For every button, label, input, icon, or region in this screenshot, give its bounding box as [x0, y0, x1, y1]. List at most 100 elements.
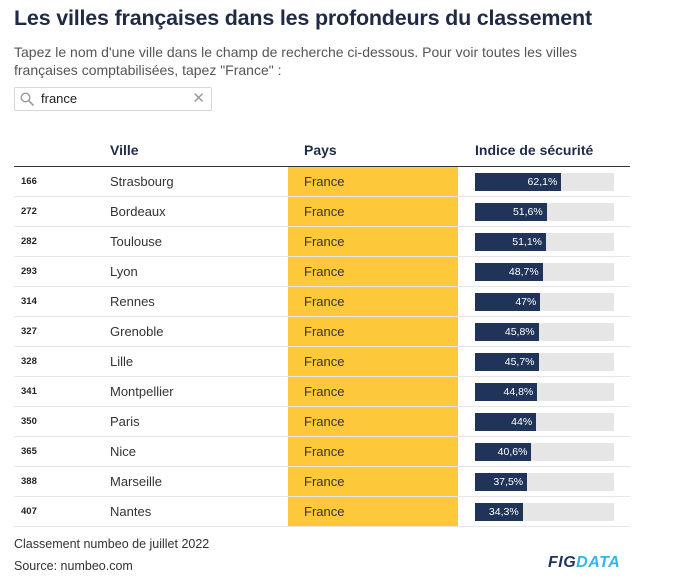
safety-bar: 37,5% — [475, 473, 528, 491]
country-cell: France — [288, 377, 458, 406]
safety-bar-track: 45,7% — [475, 353, 614, 371]
country-cell: France — [288, 317, 458, 346]
safety-bar: 51,6% — [475, 203, 547, 221]
safety-bar: 34,3% — [475, 503, 523, 521]
table-row: 341 Montpellier France 44,8% — [14, 377, 630, 407]
table-row: 293 Lyon France 48,7% — [14, 257, 630, 287]
table-row: 350 Paris France 44% — [14, 407, 630, 437]
country-label: France — [304, 384, 345, 399]
safety-bar-track: 37,5% — [475, 473, 614, 491]
rank-cell: 293 — [21, 266, 37, 277]
safety-bar-track: 40,6% — [475, 443, 614, 461]
ranking-table: Ville Pays Indice de sécurité 166 Strasbo… — [14, 137, 630, 527]
rank-cell: 327 — [21, 326, 37, 337]
safety-bar: 45,7% — [475, 353, 539, 371]
safety-bar: 51,1% — [475, 233, 547, 251]
column-header-city[interactable]: Ville — [110, 142, 139, 158]
table-row: 282 Toulouse France 51,1% — [14, 227, 630, 257]
rank-cell: 388 — [21, 476, 37, 487]
city-cell: Montpellier — [110, 384, 174, 399]
safety-bar-track: 45,8% — [475, 323, 614, 341]
safety-bar-track: 48,7% — [475, 263, 614, 281]
column-header-index[interactable]: Indice de sécurité — [475, 142, 594, 158]
country-cell: France — [288, 347, 458, 376]
safety-value-label: 47% — [515, 296, 537, 308]
safety-bar-track: 51,1% — [475, 233, 614, 251]
footer-note: Classement numbeo de juillet 2022 — [14, 537, 210, 551]
country-label: France — [304, 414, 345, 429]
table-row: 407 Nantes France 34,3% — [14, 497, 630, 527]
table-row: 272 Bordeaux France 51,6% — [14, 197, 630, 227]
city-cell: Marseille — [110, 474, 163, 489]
city-cell: Bordeaux — [110, 204, 166, 219]
safety-bar-track: 47% — [475, 293, 614, 311]
safety-value-label: 51,6% — [512, 206, 543, 218]
country-cell: France — [288, 467, 458, 496]
table-header: Ville Pays Indice de sécurité — [14, 137, 630, 167]
country-cell: France — [288, 197, 458, 226]
country-label: France — [304, 174, 345, 189]
figdata-logo: FIGDATA — [548, 554, 620, 572]
table-row: 388 Marseille France 37,5% — [14, 467, 630, 497]
safety-bar-track: 51,6% — [475, 203, 614, 221]
safety-value-label: 62,1% — [527, 176, 558, 188]
city-cell: Strasbourg — [110, 174, 174, 189]
table-row: 328 Lille France 45,7% — [14, 347, 630, 377]
safety-bar: 40,6% — [475, 443, 532, 461]
rank-cell: 328 — [21, 356, 37, 367]
city-cell: Nice — [110, 444, 137, 459]
search-value[interactable]: france — [41, 91, 78, 106]
page-subtitle: Tapez le nom d'une ville dans le champ d… — [14, 44, 577, 78]
logo-fig: FIG — [548, 554, 577, 571]
rank-cell: 272 — [21, 206, 37, 217]
country-label: France — [304, 474, 345, 489]
safety-bar-track: 44,8% — [475, 383, 614, 401]
country-cell: France — [288, 257, 458, 286]
rank-cell: 166 — [21, 176, 37, 187]
safety-value-label: 37,5% — [493, 476, 524, 488]
country-cell: France — [288, 227, 458, 256]
table-row: 166 Strasbourg France 62,1% — [14, 167, 630, 197]
city-cell: Nantes — [110, 504, 152, 519]
safety-bar: 62,1% — [475, 173, 562, 191]
city-cell: Lyon — [110, 264, 138, 279]
country-cell: France — [288, 407, 458, 436]
country-label: France — [304, 294, 345, 309]
footer-source: Source: numbeo.com — [14, 559, 133, 573]
city-cell: Rennes — [110, 294, 155, 309]
country-label: France — [304, 234, 345, 249]
safety-bar-track: 62,1% — [475, 173, 614, 191]
country-cell: France — [288, 167, 458, 196]
safety-value-label: 44% — [511, 416, 533, 428]
safety-value-label: 44,8% — [503, 386, 534, 398]
city-cell: Toulouse — [110, 234, 163, 249]
city-cell: Grenoble — [110, 324, 164, 339]
safety-value-label: 34,3% — [488, 506, 519, 518]
country-cell: France — [288, 497, 458, 526]
logo-data: DATA — [576, 554, 621, 571]
safety-bar: 48,7% — [475, 263, 543, 281]
search-input[interactable]: france ✕ — [14, 87, 212, 111]
rank-cell: 282 — [21, 236, 37, 247]
rank-cell: 341 — [21, 386, 37, 397]
safety-value-label: 45,8% — [504, 326, 535, 338]
safety-value-label: 40,6% — [497, 446, 528, 458]
country-cell: France — [288, 437, 458, 466]
safety-bar: 45,8% — [475, 323, 539, 341]
close-icon[interactable]: ✕ — [192, 90, 205, 107]
safety-bar: 44% — [475, 413, 537, 431]
country-cell: France — [288, 287, 458, 316]
safety-value-label: 51,1% — [512, 236, 543, 248]
safety-bar-track: 34,3% — [475, 503, 614, 521]
search-icon — [20, 92, 34, 106]
column-header-country[interactable]: Pays — [304, 142, 337, 158]
country-label: France — [304, 264, 345, 279]
country-label: France — [304, 324, 345, 339]
safety-value-label: 45,7% — [504, 356, 535, 368]
rank-cell: 314 — [21, 296, 37, 307]
country-label: France — [304, 444, 345, 459]
rank-cell: 365 — [21, 446, 37, 457]
page-title: Les villes françaises dans les profondeu… — [14, 6, 592, 30]
table-row: 327 Grenoble France 45,8% — [14, 317, 630, 347]
country-label: France — [304, 354, 345, 369]
